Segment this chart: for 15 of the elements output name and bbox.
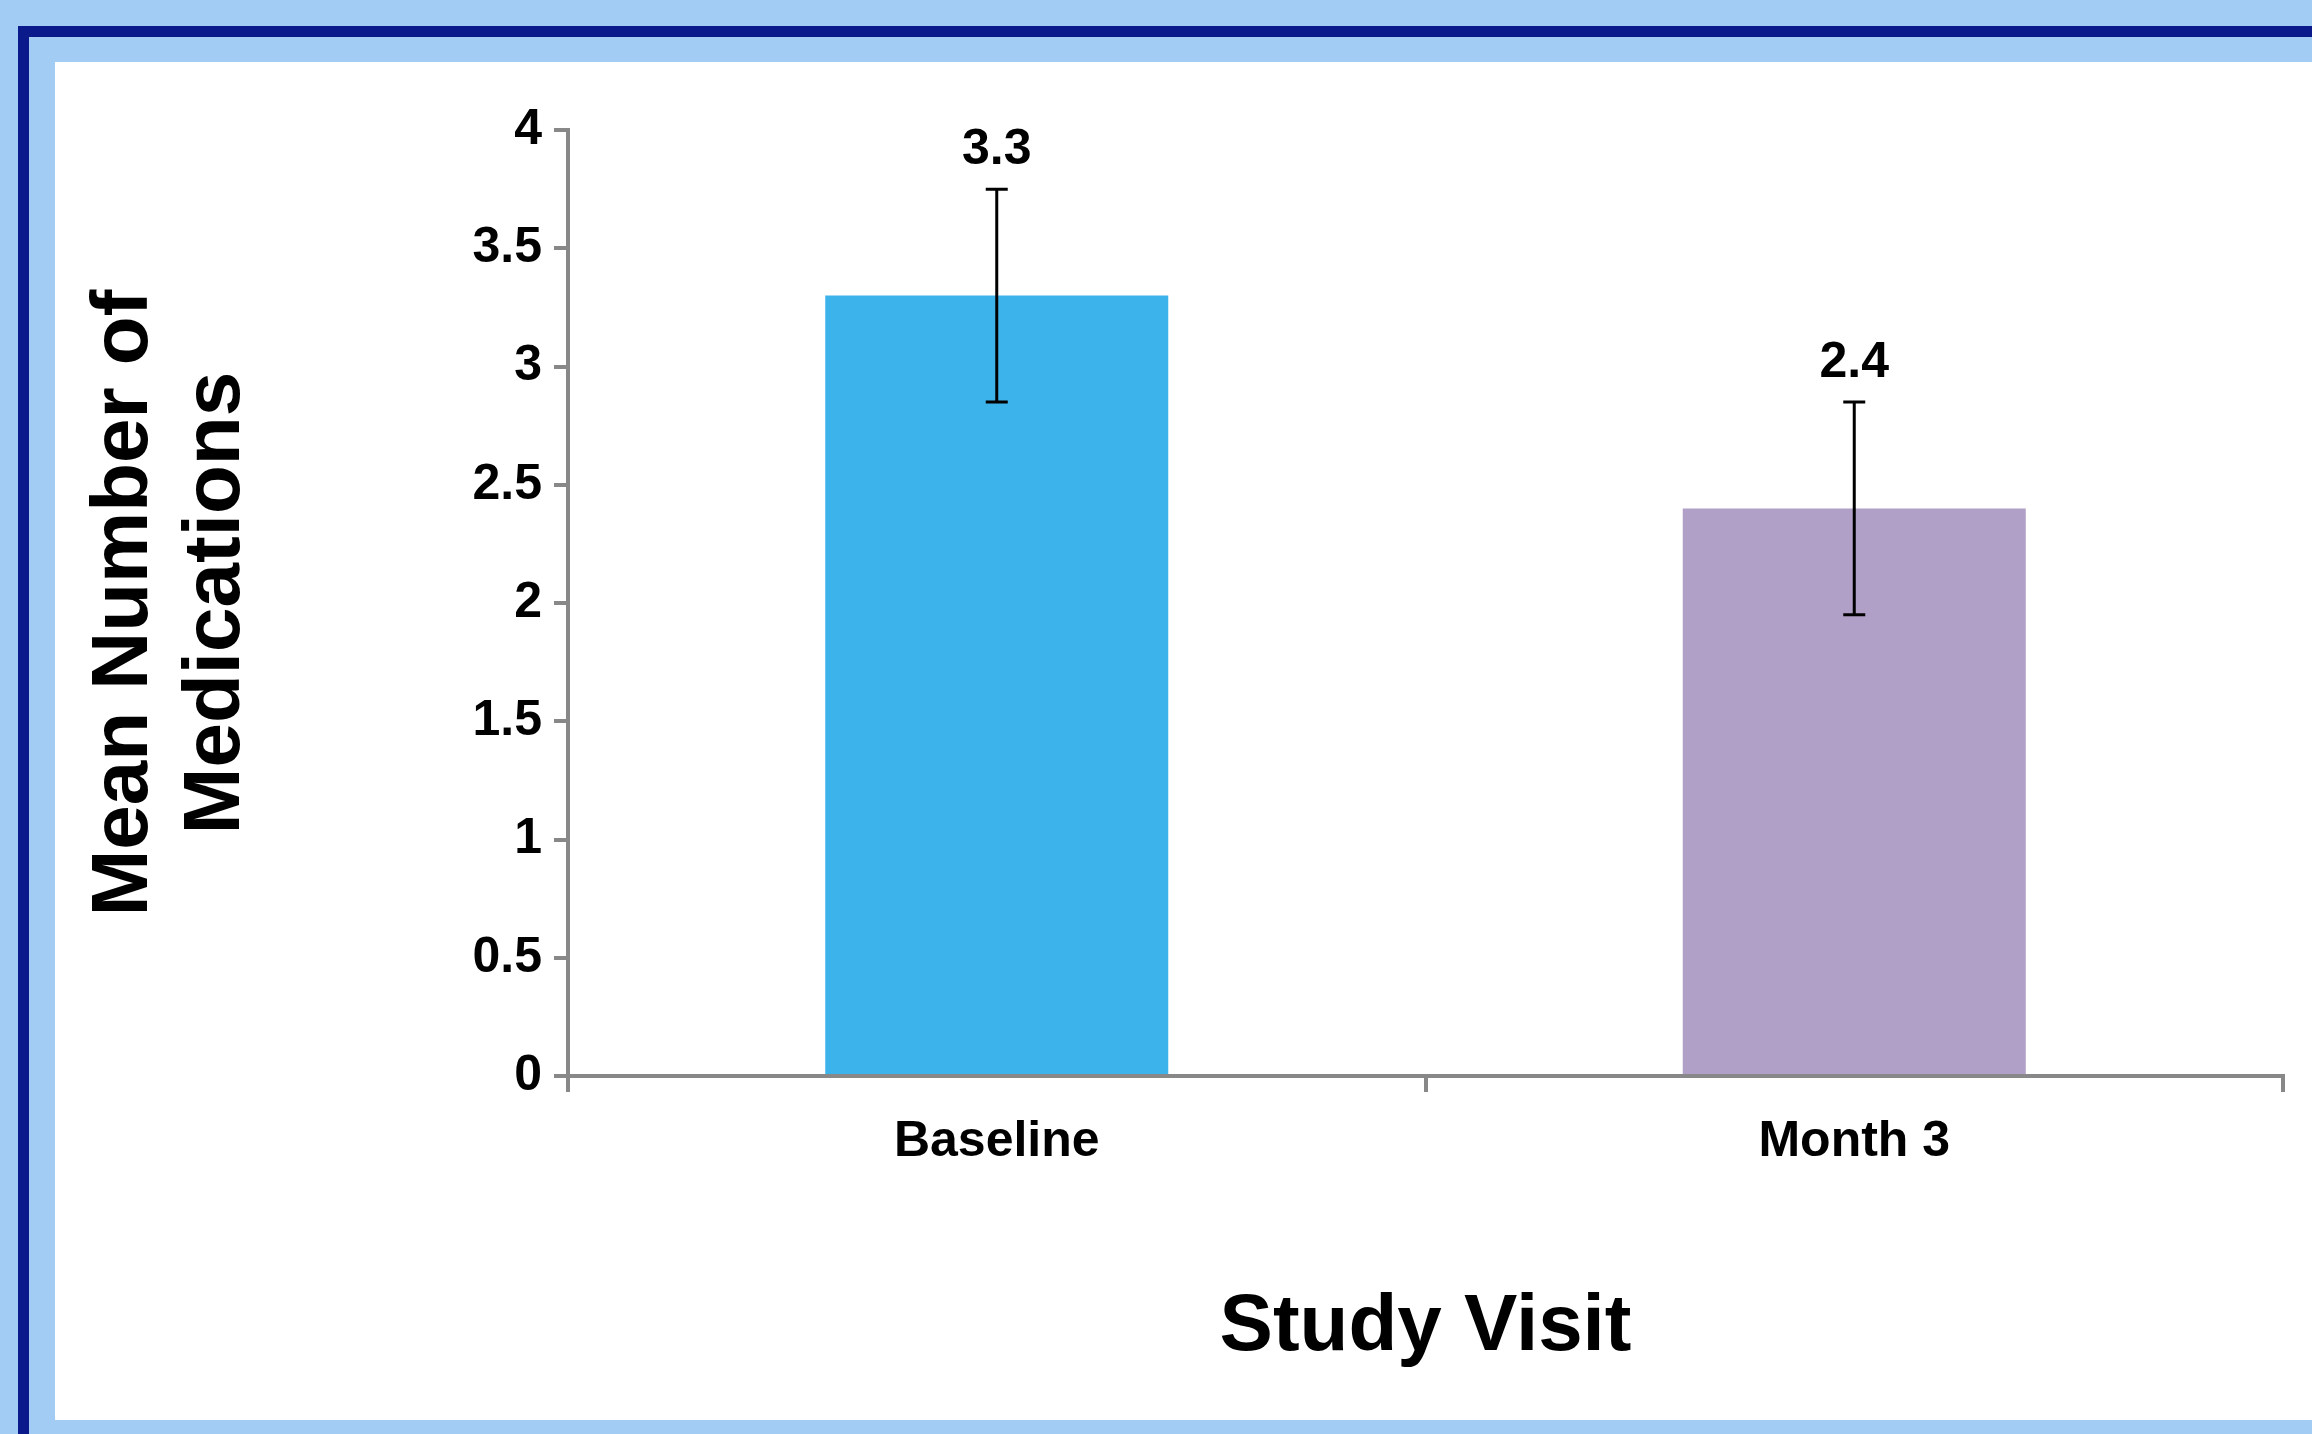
y-tick-label: 4 [514, 98, 543, 155]
y-tick-label: 3.5 [472, 217, 542, 274]
y-tick-label: 1.5 [472, 690, 542, 747]
y-axis-title: Mean Number of Medications [75, 289, 257, 917]
y-tick-label: 2 [514, 571, 542, 628]
y-tick-label: 3 [514, 335, 542, 392]
x-tick-label: Baseline [893, 1110, 1100, 1167]
y-tick-label: 2.5 [472, 453, 542, 510]
data-label: 2.4 [1819, 331, 1890, 388]
x-tick-label: Month 3 [1758, 1110, 1951, 1167]
y-tick-label: 0.5 [472, 926, 542, 983]
data-label: 3.3 [961, 118, 1032, 175]
y-tick-label: 1 [514, 808, 542, 865]
x-axis-title: Study Visit [1219, 1278, 1632, 1368]
y-tick-label: 0 [514, 1044, 542, 1101]
